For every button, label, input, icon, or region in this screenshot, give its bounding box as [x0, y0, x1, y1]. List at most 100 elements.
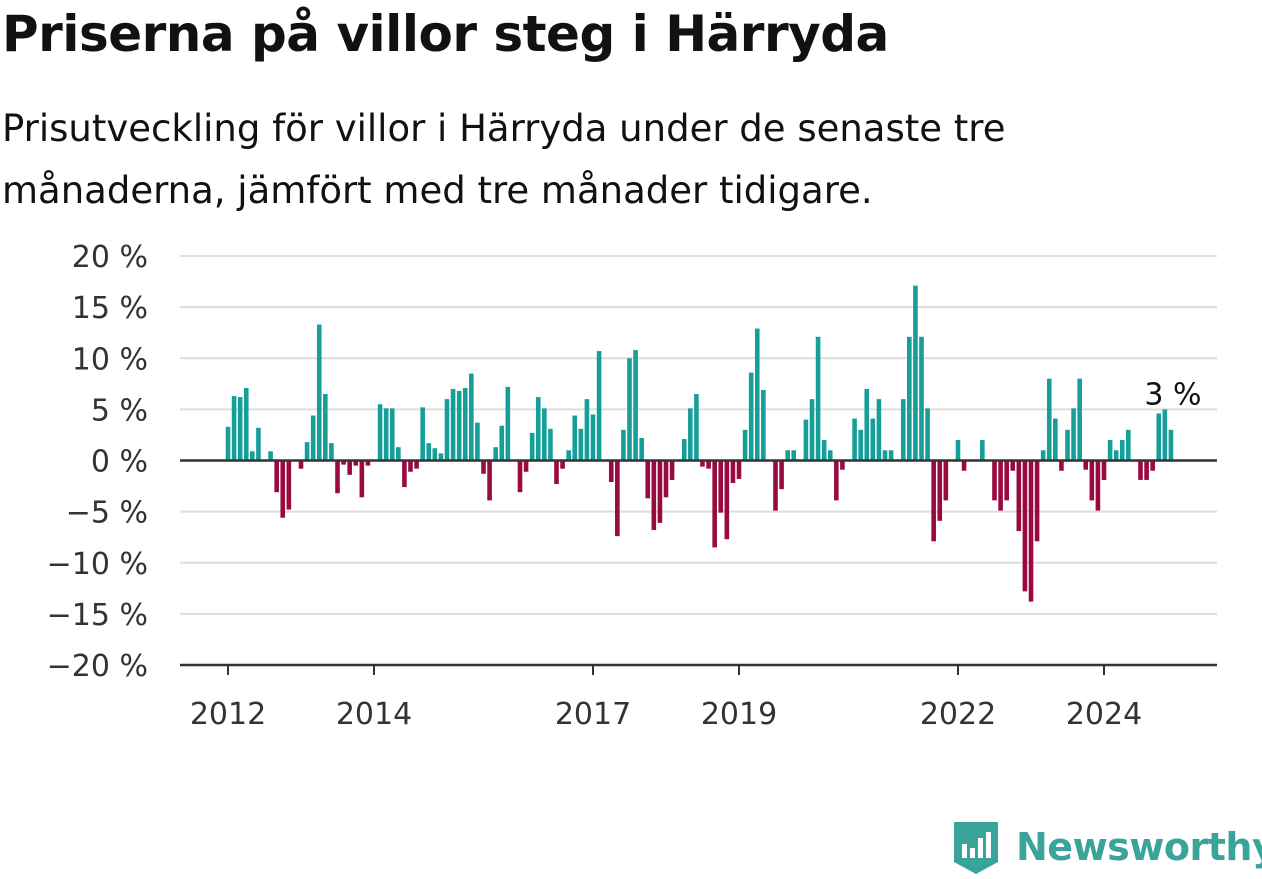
bar [329, 443, 334, 461]
bar [694, 394, 699, 461]
bar [414, 460, 419, 469]
bar [1095, 460, 1101, 511]
last-value-annotation: 3 % [1144, 377, 1201, 412]
bar [1016, 460, 1022, 532]
bar [517, 460, 523, 493]
bar [493, 447, 498, 461]
bar [1156, 413, 1162, 461]
bar [243, 387, 249, 461]
bar [1126, 429, 1131, 461]
bar [876, 399, 882, 461]
bar [718, 460, 724, 513]
y-tick-label: 15 % [72, 291, 148, 326]
bar [529, 432, 535, 461]
bar [608, 460, 614, 482]
bar [572, 415, 578, 461]
bar [1004, 460, 1009, 501]
bar [888, 450, 894, 461]
bar [396, 447, 401, 461]
bar [1162, 409, 1168, 461]
bar [310, 415, 316, 461]
bar [237, 397, 243, 461]
bar [1059, 460, 1064, 471]
bar [773, 460, 778, 511]
newsworthy-logo-icon [954, 822, 998, 874]
bar [681, 439, 687, 461]
bar [469, 373, 474, 461]
bar [840, 460, 845, 470]
brand-name: Newsworthy [1016, 825, 1262, 869]
bar-chart: 20 % 15 % 10 % 5 % 0 % −5 % −10 % −15 % −20 % 20… [47, 240, 1217, 732]
bar [900, 399, 906, 461]
bar [858, 429, 863, 461]
bar [1113, 450, 1119, 461]
bar [809, 399, 815, 461]
y-tick-label: −5 % [66, 496, 148, 531]
bar [596, 351, 602, 461]
bar [231, 396, 237, 461]
bar [1071, 408, 1076, 461]
bar [487, 460, 492, 501]
bar [791, 450, 797, 461]
bar [730, 460, 736, 483]
bar [347, 460, 352, 475]
bar [566, 450, 571, 461]
bar [955, 440, 961, 461]
bar [852, 418, 857, 461]
x-tick-label: 2012 [190, 697, 266, 732]
bar [870, 418, 876, 461]
x-tick-label: 2022 [920, 697, 996, 732]
bar [548, 428, 553, 461]
y-tick-label: 0 % [91, 445, 148, 480]
bar [1138, 460, 1143, 480]
y-tick-label: −10 % [47, 547, 148, 582]
bar [779, 460, 784, 490]
bar [1101, 460, 1107, 480]
bar [560, 460, 565, 469]
bar [438, 453, 444, 461]
bar [913, 285, 918, 461]
bar [1040, 450, 1046, 461]
y-tick-label: 20 % [72, 240, 148, 275]
y-tick-label: 10 % [72, 342, 148, 377]
bar [1053, 418, 1058, 461]
bar [462, 387, 468, 461]
bar [943, 460, 949, 501]
bar [754, 328, 760, 461]
bar [250, 451, 255, 461]
bar [554, 460, 559, 485]
bar [821, 440, 827, 461]
chart-title: Priserna på villor steg i Härryda [2, 5, 889, 63]
bar [316, 324, 322, 461]
bar [639, 438, 644, 461]
x-tick-label: 2014 [336, 697, 412, 732]
bar [402, 460, 407, 488]
bar [481, 460, 486, 474]
bar [1089, 460, 1095, 501]
bar [365, 460, 371, 466]
bar [931, 460, 936, 542]
bar [761, 389, 766, 461]
bar [408, 460, 413, 472]
y-axis-labels: 20 % 15 % 10 % 5 % 0 % −5 % −10 % −15 % −20 % [47, 240, 148, 684]
axes [180, 459, 1217, 667]
bar [505, 386, 511, 461]
bar [225, 426, 231, 461]
bar [304, 442, 310, 461]
bar [335, 460, 340, 494]
bar [280, 460, 286, 518]
bar [815, 336, 821, 461]
bar [712, 460, 717, 548]
bar [627, 358, 632, 461]
bar [724, 460, 730, 540]
bar [353, 460, 359, 466]
bar [450, 388, 456, 461]
bar [657, 460, 663, 523]
bar [615, 460, 620, 537]
bar [651, 460, 657, 531]
bar [432, 448, 438, 461]
bar [633, 350, 638, 461]
x-tick-label: 2019 [701, 697, 777, 732]
bar [1034, 460, 1040, 542]
bar-series [225, 285, 1174, 602]
